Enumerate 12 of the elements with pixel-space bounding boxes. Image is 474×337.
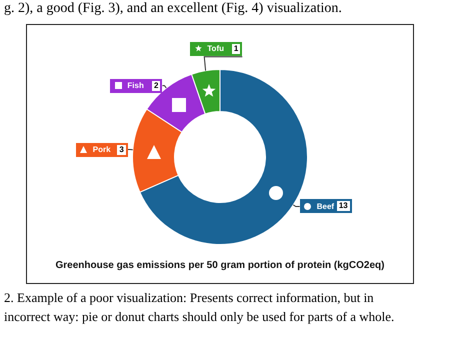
slice-label: Tofu: [207, 44, 225, 54]
data-label: 3: [117, 144, 126, 155]
data-label: 1: [232, 44, 240, 54]
text: 2. Example of a poor visualization: Presents correct information, but in: [4, 290, 374, 306]
slice-label: Fish: [127, 81, 145, 90]
text: incorrect way: pie or donut charts should only be used for parts of a whole.: [4, 309, 394, 325]
text: g. 2), a good (Fig. 3), and an excellent (Fig. 4) visualization.: [4, 1, 342, 17]
slice-label: Pork: [92, 145, 112, 154]
data-label: 13: [336, 201, 350, 212]
data-label: 2: [152, 80, 160, 91]
slice-label: Beef: [316, 202, 336, 211]
text: Greenhouse gas emissions per 50 gram portion of protein (kgCO2eq): [56, 260, 384, 271]
